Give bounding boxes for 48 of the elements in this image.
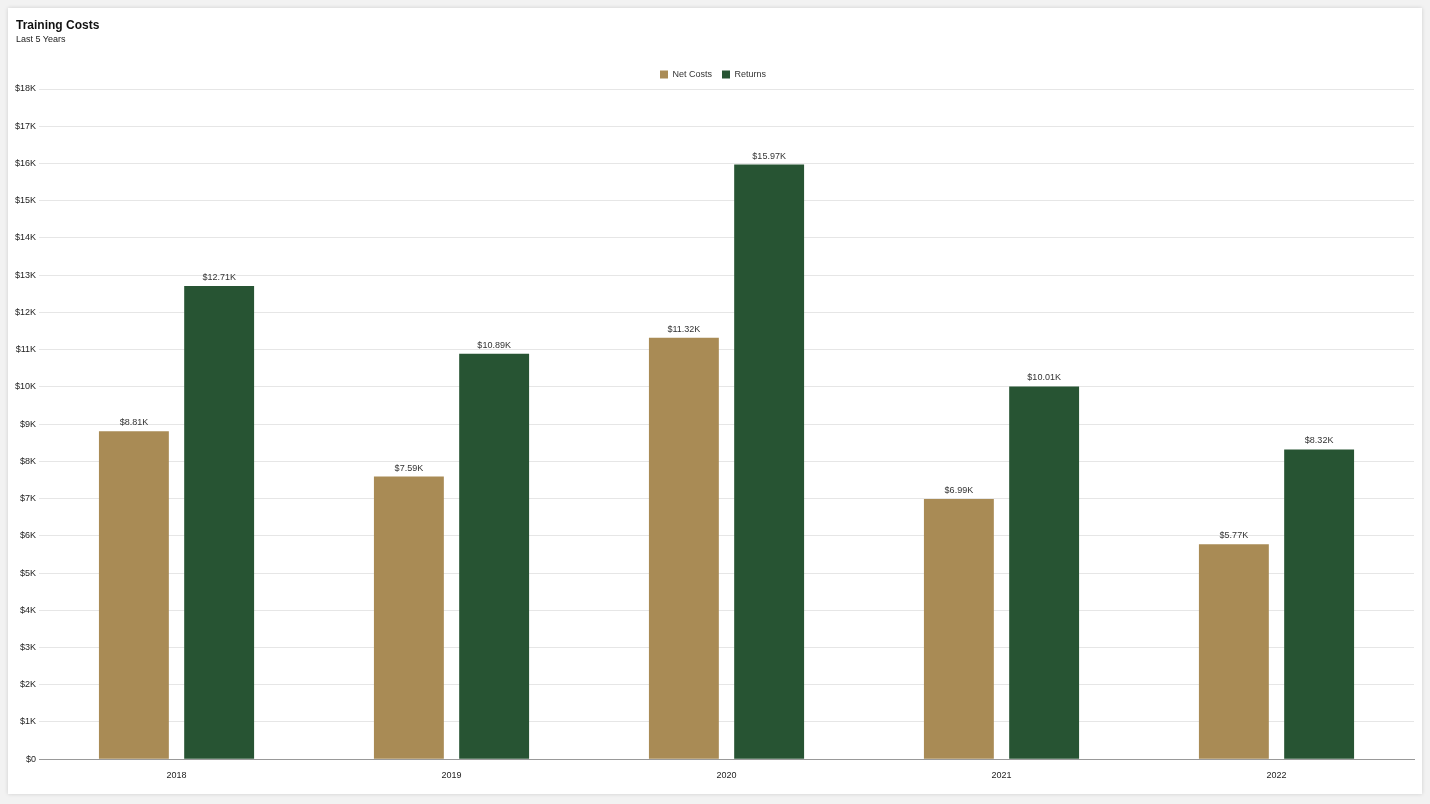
bar xyxy=(1284,449,1355,759)
y-tick-label: $11K xyxy=(15,344,37,355)
bar xyxy=(734,164,805,759)
legend-label: Net Costs xyxy=(672,68,713,79)
y-tick-label: $2K xyxy=(20,679,37,690)
bar xyxy=(1198,544,1269,759)
y-tick-label: $7K xyxy=(20,493,37,504)
bar xyxy=(98,431,169,759)
data-label: $12.71K xyxy=(202,271,236,282)
y-tick-label: $1K xyxy=(20,716,37,727)
y-tick-label: $3K xyxy=(20,641,37,652)
data-label: $11.32K xyxy=(667,323,701,334)
y-tick-label: $9K xyxy=(20,418,37,429)
y-tick-label: $16K xyxy=(14,157,37,168)
data-label: $10.01K xyxy=(1027,372,1061,383)
x-tick-label: 2022 xyxy=(1266,770,1287,781)
data-label: $15.97K xyxy=(752,150,786,161)
y-tick-label: $14K xyxy=(14,232,37,243)
y-tick-label: $8K xyxy=(20,455,37,466)
y-tick-label: $0 xyxy=(26,753,37,764)
x-tick-label: 2019 xyxy=(441,770,462,781)
data-label: $7.59K xyxy=(394,462,424,473)
data-label: $10.89K xyxy=(477,339,511,350)
chart-title: Training Costs xyxy=(16,18,100,32)
data-label: $8.32K xyxy=(1304,435,1334,446)
y-tick-label: $17K xyxy=(14,120,37,131)
chart-subtitle: Last 5 Years xyxy=(16,34,66,44)
bar xyxy=(459,353,530,759)
y-tick-label: $5K xyxy=(20,567,37,578)
data-label: $5.77K xyxy=(1219,530,1249,541)
y-tick-label: $6K xyxy=(20,530,37,541)
y-tick-label: $18K xyxy=(14,83,37,94)
bar xyxy=(373,476,444,759)
y-tick-label: $10K xyxy=(14,381,37,392)
legend-label: Returns xyxy=(734,68,767,79)
bar xyxy=(648,337,719,759)
x-tick-label: 2021 xyxy=(991,770,1012,781)
y-tick-label: $15K xyxy=(14,195,37,206)
y-tick-label: $12K xyxy=(14,306,37,317)
data-label: $6.99K xyxy=(944,484,974,495)
bar xyxy=(1009,386,1080,759)
y-tick-label: $4K xyxy=(20,604,37,615)
y-tick-label: $13K xyxy=(14,269,37,280)
bar xyxy=(184,285,255,759)
x-tick-label: 2020 xyxy=(716,770,737,781)
data-label: $8.81K xyxy=(119,417,149,428)
x-tick-label: 2018 xyxy=(166,770,187,781)
bar xyxy=(923,498,994,759)
